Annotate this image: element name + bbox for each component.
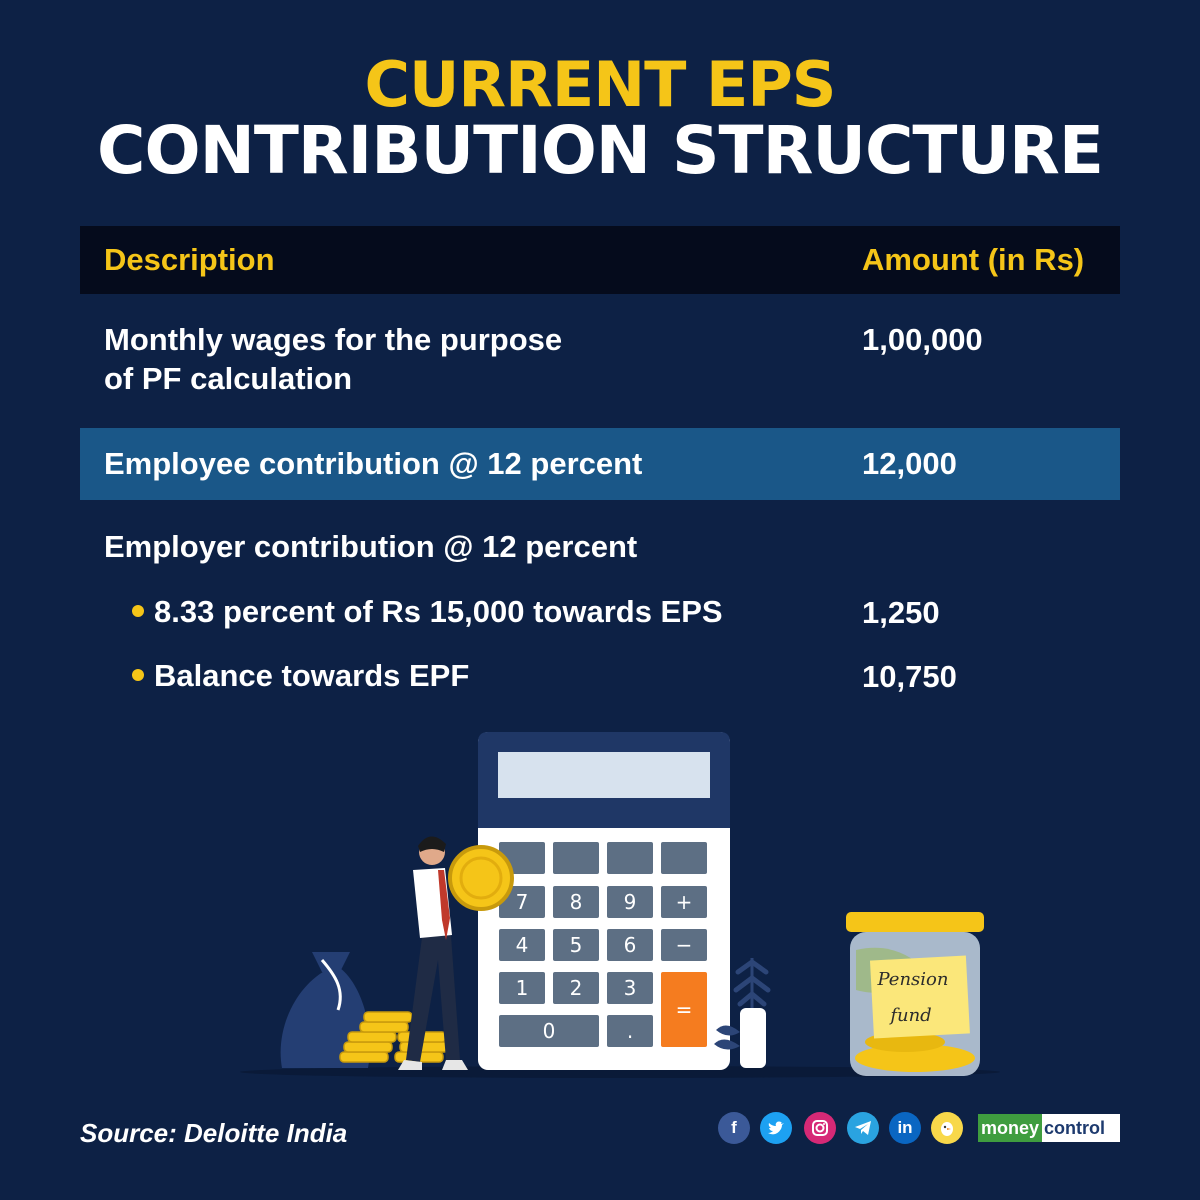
header-description: Description xyxy=(104,242,275,277)
calculator-icon: 7 8 9 +4 5 6 − 1 2 3 = 0. xyxy=(478,732,730,1070)
plant-icon xyxy=(714,958,771,1068)
table-row-employee-contribution: Employee contribution @ 12 percent 12,00… xyxy=(80,428,1120,500)
gold-coin-icon xyxy=(448,845,514,911)
calculator-key xyxy=(553,929,599,961)
calculator-key-label: = xyxy=(676,998,693,1022)
calculator-key-label: . xyxy=(627,1019,633,1043)
ground-shadow xyxy=(240,1066,1000,1078)
jar-label-line2: fund xyxy=(888,1005,931,1026)
row-monthly-wages-line2: of PF calculation xyxy=(104,361,353,396)
calculator-key xyxy=(499,1015,599,1047)
calculator-key-label: 2 xyxy=(570,976,583,1000)
bullet-icon xyxy=(132,604,144,617)
row-monthly-wages-amount: 1,00,000 xyxy=(862,322,983,357)
brand-part-1: money xyxy=(978,1114,1043,1142)
bullet-icon xyxy=(132,668,144,681)
facebook-icon[interactable]: f xyxy=(718,1112,750,1144)
calculator-illustration: 7 8 9 +4 5 6 − 1 2 3 = 0. Pension fund xyxy=(240,732,1000,1078)
title-line-1: CURRENT EPS xyxy=(364,48,837,121)
calculator-key-label: 6 xyxy=(624,933,637,957)
calculator-key xyxy=(553,972,599,1004)
moneycontrol-logo[interactable]: money control xyxy=(978,1114,1120,1142)
twitter-icon[interactable] xyxy=(760,1112,792,1144)
sub-item-eps-label: 8.33 percent of Rs 15,000 towards EPS xyxy=(154,594,723,629)
brand-part-2: control xyxy=(1044,1117,1106,1138)
row-monthly-wages-description: Monthly wages for the purpose of PF calc… xyxy=(104,320,664,398)
calculator-key-label: 4 xyxy=(516,933,529,957)
row-employer-description: Employer contribution @ 12 percent xyxy=(104,529,638,564)
calculator-key xyxy=(661,886,707,918)
instagram-icon[interactable] xyxy=(804,1112,836,1144)
table-header: Description Amount (in Rs) xyxy=(80,226,1120,294)
calculator-key xyxy=(499,886,545,918)
calculator-key-label: 1 xyxy=(516,976,529,1000)
calculator-key-label: 7 xyxy=(516,890,529,914)
pension-jar-icon xyxy=(846,912,984,1076)
calculator-key-label: 0 xyxy=(543,1019,556,1043)
calculator-key xyxy=(607,886,653,918)
calculator-key-label: 3 xyxy=(624,976,637,1000)
calculator-keypad: 7 8 9 +4 5 6 − 1 2 3 = 0. xyxy=(499,886,707,1047)
source-note: Source: Deloitte India xyxy=(80,1118,348,1148)
telegram-icon[interactable] xyxy=(847,1112,879,1144)
sub-item-epf: Balance towards EPF xyxy=(132,658,469,694)
header-amount: Amount (in Rs) xyxy=(862,242,1085,277)
sub-item-epf-label: Balance towards EPF xyxy=(154,658,470,693)
calculator-key xyxy=(661,972,707,1047)
calculator-key-label: + xyxy=(676,890,693,914)
sub-item-eps-amount: 1,250 xyxy=(862,595,940,630)
title-line-2: CONTRIBUTION STRUCTURE xyxy=(97,112,1104,189)
row-employee-amount: 12,000 xyxy=(862,446,957,481)
calculator-key xyxy=(553,886,599,918)
calculator-key xyxy=(607,1015,653,1047)
row-monthly-wages-line1: Monthly wages for the purpose xyxy=(104,322,563,357)
calculator-key xyxy=(499,929,545,961)
calculator-key xyxy=(607,972,653,1004)
calculator-key xyxy=(607,929,653,961)
row-employee-description: Employee contribution @ 12 percent xyxy=(104,446,643,481)
sub-item-epf-amount: 10,750 xyxy=(862,659,957,694)
calculator-key-label: 5 xyxy=(570,933,583,957)
person-figure xyxy=(398,836,468,1070)
linkedin-icon[interactable]: in xyxy=(889,1112,921,1144)
calculator-key-label: 8 xyxy=(570,890,583,914)
calculator-key-label: 9 xyxy=(624,890,637,914)
sub-item-eps: 8.33 percent of Rs 15,000 towards EPS xyxy=(132,594,723,630)
calculator-key-label: − xyxy=(676,933,693,957)
calculator-display xyxy=(498,752,710,798)
calculator-key xyxy=(499,972,545,1004)
calculator-key xyxy=(661,929,707,961)
jar-label-line1: Pension xyxy=(877,969,949,990)
koo-icon[interactable] xyxy=(931,1112,963,1144)
